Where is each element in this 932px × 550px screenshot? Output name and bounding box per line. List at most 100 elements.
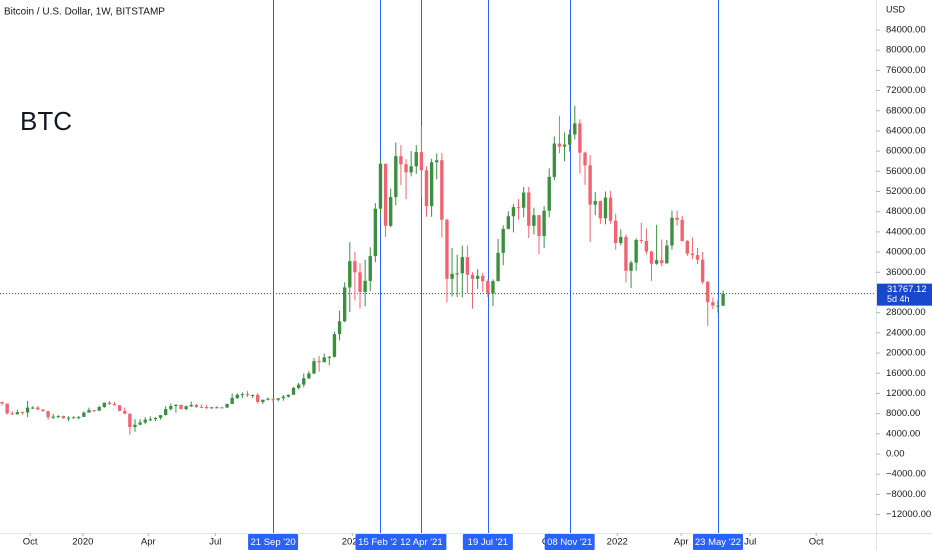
candle-body [51, 416, 55, 418]
candle-body [716, 305, 720, 307]
candle-body [107, 402, 112, 405]
candle-body [46, 411, 50, 418]
candle-body [169, 406, 173, 410]
marker-label: 19 Jul '21 [468, 537, 508, 548]
y-tick-label: 12000.00 [886, 388, 926, 399]
candle-body [455, 273, 459, 275]
candle-body [562, 144, 567, 147]
x-tick-label: 2021 [342, 537, 363, 548]
candle-body [598, 201, 603, 219]
y-tick-label: −12000.00 [886, 509, 931, 520]
marker-label-box [396, 534, 447, 550]
candle-body [102, 402, 107, 408]
candle-body [680, 219, 684, 241]
candle-body [317, 361, 321, 363]
candle-body [71, 417, 76, 419]
candle-body [25, 407, 30, 413]
candle-body [281, 396, 285, 399]
marker-label-box [692, 534, 743, 550]
candle-body [230, 397, 234, 405]
candle-body [445, 219, 449, 279]
candle-body [92, 410, 96, 412]
candle-body [271, 398, 275, 400]
candle-body [644, 240, 649, 252]
y-tick-label: 84000.00 [886, 24, 926, 35]
marker-label: 21 Sep '20 [251, 537, 296, 548]
candle-body [532, 215, 536, 226]
candle-body [87, 410, 91, 413]
y-tick-label: 68000.00 [886, 105, 926, 116]
candle-body [537, 215, 541, 236]
y-tick-label: −8000.00 [886, 489, 926, 500]
candle-body [706, 281, 710, 303]
candle-body [36, 407, 40, 410]
candle-body [41, 409, 45, 412]
candle-body [373, 208, 378, 257]
candle-body [215, 407, 219, 409]
candle-body [383, 163, 388, 226]
candle-body [460, 257, 464, 274]
candle-body [501, 228, 505, 253]
marker-label-box [544, 534, 595, 550]
candle-body [695, 255, 700, 260]
candle-body [711, 302, 715, 306]
candle-body [414, 152, 418, 167]
candle-body [235, 394, 239, 398]
candle-body [614, 220, 618, 244]
y-tick-label: 4000.00 [886, 428, 920, 439]
candle-body [158, 415, 163, 418]
candle-body [199, 406, 204, 408]
candle-body [250, 394, 255, 396]
price-tag [877, 283, 932, 306]
candle-body [133, 424, 137, 427]
candle-body [353, 261, 357, 273]
y-tick-label: 48000.00 [886, 206, 926, 217]
y-tick-label: 16000.00 [886, 368, 926, 379]
candle-body [291, 387, 296, 395]
candle-body [578, 123, 582, 153]
candle-body [521, 192, 526, 208]
candle-body [220, 407, 224, 409]
y-tick-label: 8000.00 [886, 408, 920, 419]
candle-body [603, 197, 608, 219]
candle-body [327, 356, 332, 358]
candle-body [690, 253, 695, 256]
candle-body [194, 405, 199, 407]
candle-body [348, 261, 352, 288]
candle-body [665, 245, 669, 264]
candle-body [654, 260, 659, 264]
y-tick-label: 20000.00 [886, 348, 926, 359]
marker-label-box [248, 534, 299, 550]
y-tick-label: 44000.00 [886, 226, 926, 237]
candle-body [593, 201, 597, 205]
y-tick-label: 76000.00 [886, 65, 926, 76]
candle-body [174, 405, 178, 407]
candle-body [358, 272, 362, 292]
candle-body [670, 217, 674, 246]
candle-body [409, 166, 413, 173]
candle-body [138, 422, 142, 425]
candle-body [210, 407, 214, 409]
candle-body [481, 275, 485, 282]
x-tick-label: Apr [141, 537, 156, 548]
candle-body [5, 403, 9, 414]
candle-body [378, 163, 383, 209]
x-tick-label: 2022 [607, 537, 628, 548]
x-tick-label: Jul [744, 537, 756, 548]
y-tick-label: 72000.00 [886, 85, 926, 96]
candle-body [61, 416, 66, 419]
candle-body [10, 413, 14, 415]
y-tick-label: 52000.00 [886, 186, 926, 197]
y-tick-label: 36000.00 [886, 267, 926, 278]
candle-body [419, 152, 424, 171]
price-tag-countdown: 5d 4h [887, 294, 910, 304]
candle-body [368, 256, 372, 281]
x-tick-label: Oct [809, 537, 824, 548]
candle-body [721, 293, 725, 306]
candle-body [164, 409, 168, 416]
candle-body [567, 134, 572, 145]
marker-label: 15 Feb '21 [358, 537, 403, 548]
y-tick-label: 60000.00 [886, 146, 926, 157]
candle-body [440, 160, 444, 220]
candle-body [77, 416, 81, 418]
